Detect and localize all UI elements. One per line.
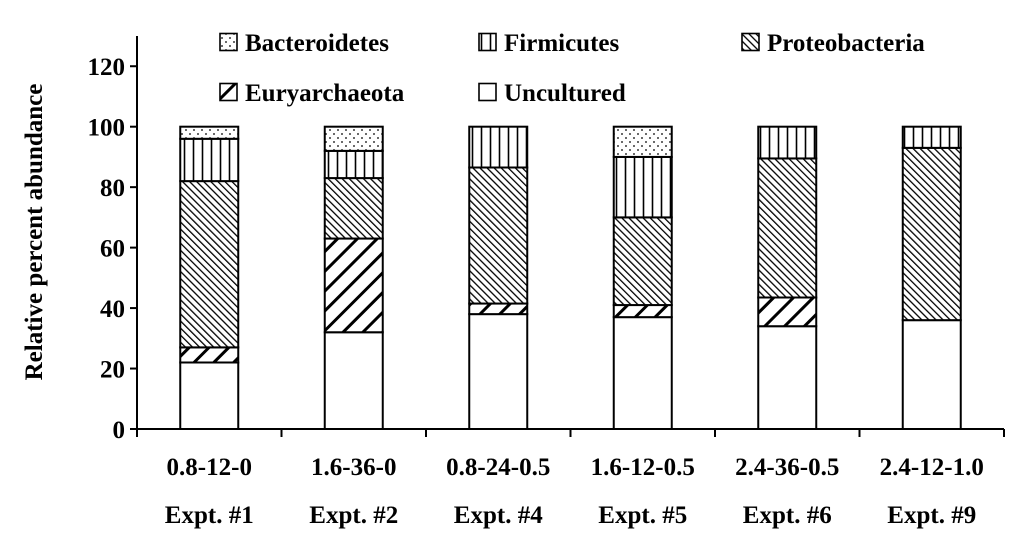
bar-segment-firmicutes — [901, 125, 962, 149]
legend-swatch-euryarchaeota — [219, 82, 238, 102]
bar-segment-bacteroidetes — [179, 125, 240, 140]
y-tick-label: 60 — [100, 236, 125, 263]
bar-segment-bacteroidetes — [612, 125, 673, 158]
legend-swatch-proteobacteria — [741, 32, 760, 52]
x-category-label: 0.8-24-0.5 — [446, 454, 550, 481]
bar-segment-uncultured — [323, 331, 384, 430]
bar-segment-euryarchaeota — [323, 237, 384, 334]
bar-segment-firmicutes — [612, 155, 673, 219]
y-axis-title: Relative percent abundance — [21, 84, 48, 381]
bar-segment-euryarchaeota — [612, 304, 673, 319]
x-category-sublabel: Expt. #4 — [454, 502, 543, 529]
bar-segment-uncultured — [468, 313, 529, 430]
y-tick-label: 40 — [100, 296, 125, 323]
legend-label-proteobacteria: Proteobacteria — [767, 30, 925, 57]
legend-swatch-uncultured — [478, 82, 497, 102]
x-category-sublabel: Expt. #9 — [887, 502, 976, 529]
bar-segment-firmicutes — [179, 137, 240, 183]
x-category-label: 2.4-12-1.0 — [880, 454, 984, 481]
y-axis-title-group: Relative percent abundance — [21, 84, 48, 381]
bar-segment-uncultured — [612, 316, 673, 430]
bar-segment-uncultured — [179, 361, 240, 430]
x-category-sublabel: Expt. #2 — [309, 502, 398, 529]
y-tick-label: 20 — [100, 357, 125, 384]
x-category-label: 2.4-36-0.5 — [735, 454, 839, 481]
x-category-label: 1.6-12-0.5 — [591, 454, 695, 481]
bar-segment-euryarchaeota — [468, 302, 529, 316]
bar-segment-proteobacteria — [468, 166, 529, 305]
bar-segment-bacteroidetes — [323, 125, 384, 152]
bar-segment-firmicutes — [468, 125, 529, 169]
legend-swatch-firmicutes — [478, 32, 497, 52]
bar-segment-firmicutes — [323, 149, 384, 180]
plot-area: 0 20 40 60 80 100 120 0.8-12-0 Expt. #1 1.6-36-0 E… — [88, 36, 1005, 529]
y-tick-label: 80 — [100, 175, 125, 202]
bar-segment-proteobacteria — [612, 216, 673, 307]
y-tick-label: 0 — [113, 417, 126, 444]
bar-segment-proteobacteria — [901, 146, 962, 322]
bar-segment-uncultured — [901, 319, 962, 430]
legend-label-euryarchaeota: Euryarchaeota — [245, 80, 405, 107]
bar-segment-proteobacteria — [179, 180, 240, 349]
bar-segment-uncultured — [757, 325, 818, 431]
legend-label-uncultured: Uncultured — [504, 80, 626, 107]
legend-label-firmicutes: Firmicutes — [504, 30, 620, 57]
y-tick-label: 100 — [88, 115, 126, 142]
y-tick-label: 120 — [88, 54, 126, 81]
bar-segment-proteobacteria — [757, 157, 818, 299]
bar-segment-euryarchaeota — [757, 296, 818, 328]
bar-segment-firmicutes — [757, 125, 818, 160]
bar-segment-euryarchaeota — [179, 346, 240, 364]
x-category-label: 0.8-12-0 — [167, 454, 252, 481]
legend-swatch-bacteroidetes — [219, 32, 238, 52]
legend: Bacteroidetes Firmicutes Proteobacteria Eur… — [219, 30, 925, 107]
x-category-sublabel: Expt. #1 — [165, 502, 254, 529]
bar-segment-proteobacteria — [323, 177, 384, 240]
x-category-sublabel: Expt. #6 — [743, 502, 832, 529]
x-category-sublabel: Expt. #5 — [598, 502, 687, 529]
x-category-label: 1.6-36-0 — [311, 454, 396, 481]
legend-label-bacteroidetes: Bacteroidetes — [245, 30, 389, 57]
